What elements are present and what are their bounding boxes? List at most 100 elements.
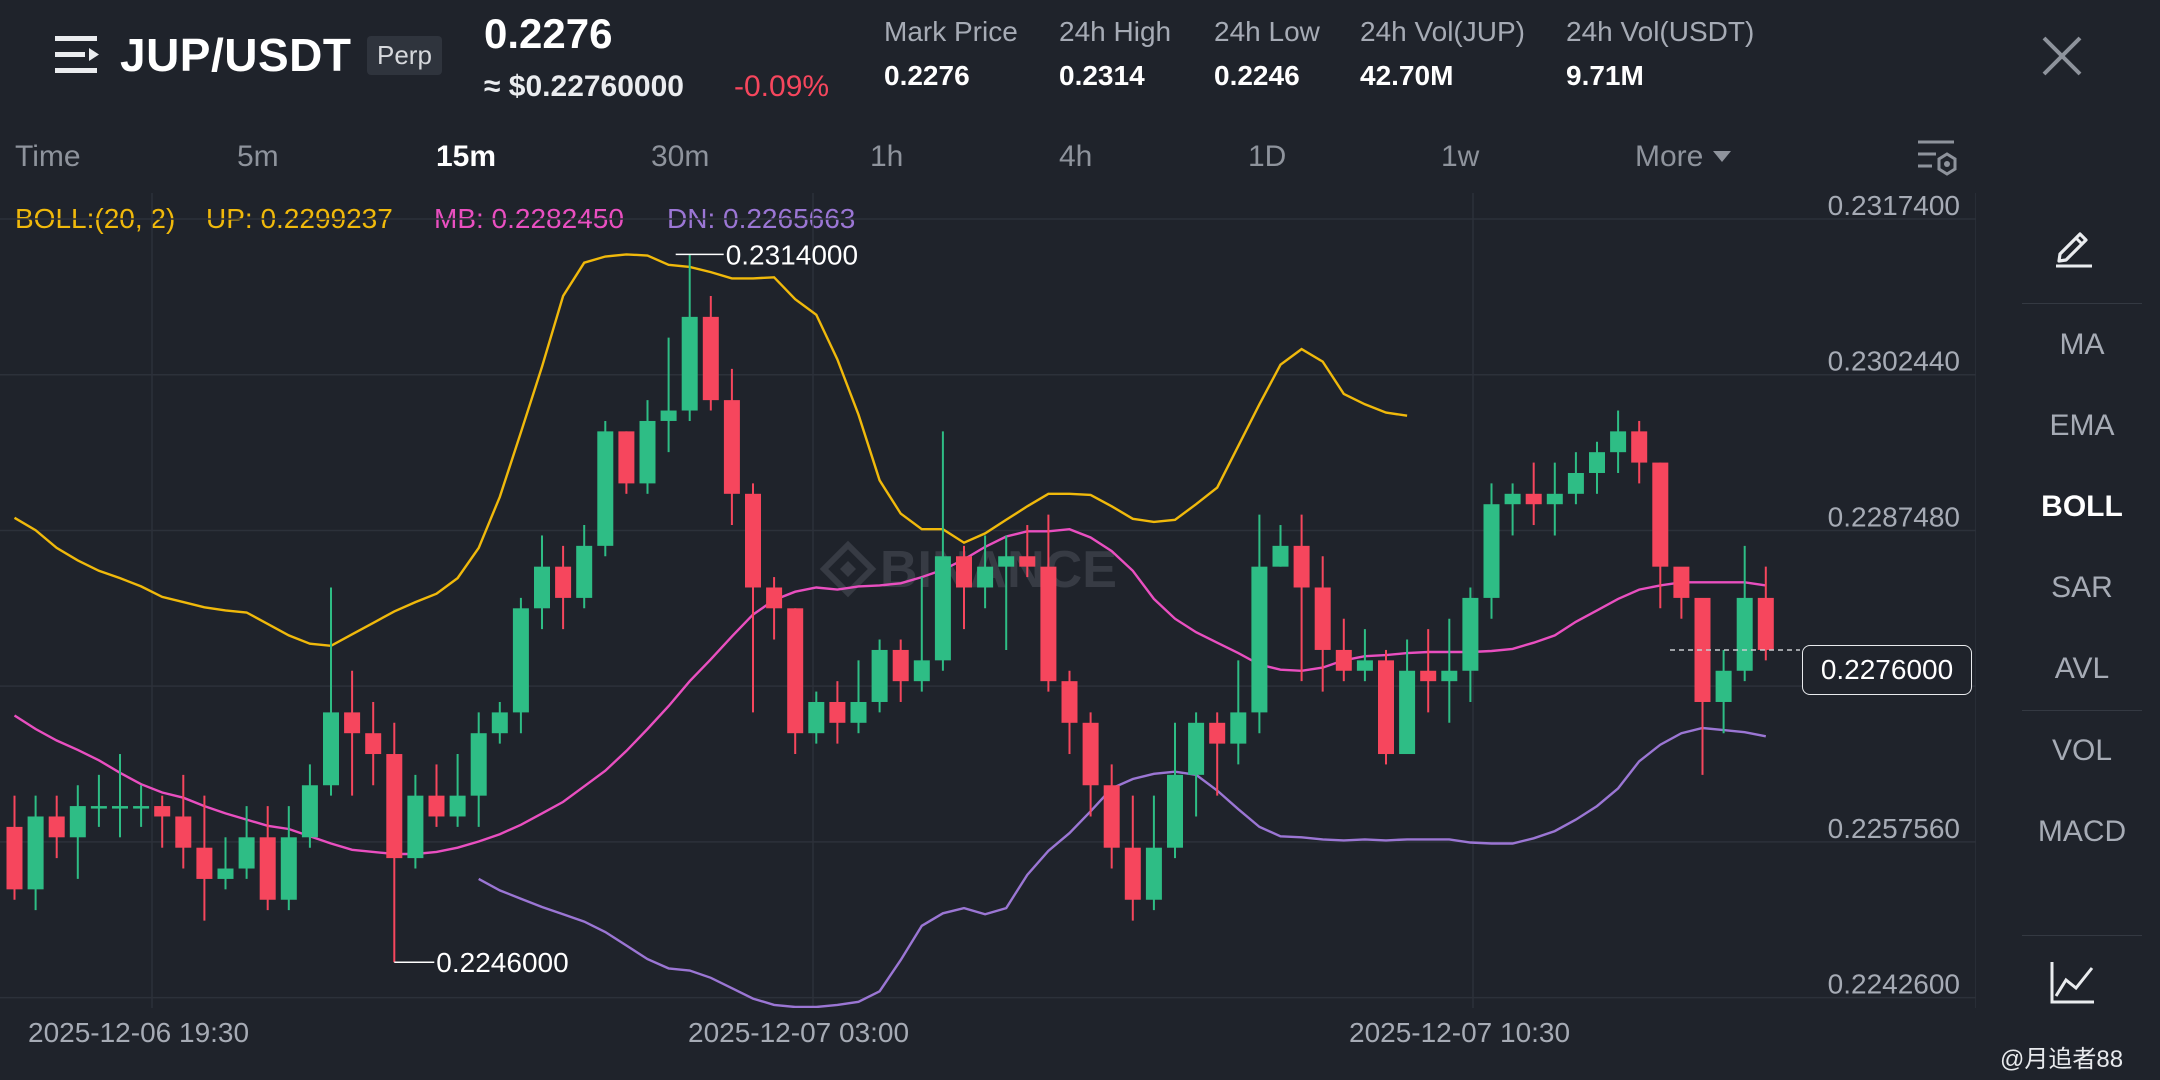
candle-body — [934, 556, 951, 661]
candle-body — [1378, 660, 1394, 755]
tab-1h[interactable]: 1h — [870, 140, 904, 173]
y-tick-label: 0.2302440 — [1828, 346, 1960, 377]
binance-watermark-text: BINANCE — [880, 541, 1117, 599]
candle-body — [913, 660, 930, 682]
candle-body — [1673, 566, 1690, 598]
candle-body — [386, 754, 403, 859]
indicator-ma[interactable]: MA — [2059, 328, 2105, 361]
candle-body — [217, 868, 234, 879]
vol-jup-value: 42.70M — [1360, 60, 1454, 91]
candle-body — [871, 649, 888, 702]
candle-body — [407, 795, 424, 859]
candle-body — [1736, 597, 1753, 671]
candle-body — [1504, 493, 1521, 505]
candle-body — [1293, 545, 1310, 588]
candle-body — [1356, 660, 1373, 671]
candle-body — [1167, 774, 1183, 848]
candle-body — [1631, 431, 1648, 463]
candle-body — [576, 545, 593, 598]
candle-body — [702, 316, 719, 401]
candle-body — [660, 410, 677, 421]
candle-body — [1399, 670, 1416, 755]
candle-body — [892, 649, 909, 682]
candle-body — [154, 806, 171, 817]
candle-body — [196, 847, 213, 879]
tab-1d[interactable]: 1D — [1248, 140, 1287, 173]
tab-more-label: More — [1635, 140, 1704, 173]
candle-body — [1441, 670, 1458, 682]
candle-body — [1040, 566, 1057, 682]
x-tick-1: 2025-12-06 19:30 — [28, 1017, 250, 1048]
candle-body — [745, 493, 761, 588]
y-tick-label: 0.2242600 — [1828, 969, 1960, 1000]
high-24h-value: 0.2314 — [1059, 60, 1145, 91]
indicator-macd[interactable]: MACD — [2037, 815, 2127, 848]
vol-usdt-label: 24h Vol(USDT) — [1566, 16, 1755, 47]
candle-body — [1694, 597, 1711, 702]
candle-body — [365, 733, 382, 755]
candle-body — [90, 806, 107, 809]
tab-more[interactable]: More — [1635, 140, 1732, 174]
candle-body — [449, 795, 466, 817]
indicator-ema[interactable]: EMA — [2049, 409, 2115, 442]
y-axis-labels: 0.23174000.23024400.22874800.22725200.22… — [1828, 193, 1960, 1000]
candle-body — [1546, 493, 1563, 505]
indicator-avl[interactable]: AVL — [2054, 652, 2110, 685]
pencil-icon[interactable] — [2052, 224, 2096, 268]
menu-icon[interactable] — [55, 34, 101, 76]
x-tick-2: 2025-12-07 03:00 — [688, 1017, 910, 1048]
toolbar-divider — [2022, 710, 2142, 711]
candle-body — [1420, 670, 1437, 682]
indicator-vol[interactable]: VOL — [2051, 734, 2113, 767]
candle-body — [175, 816, 192, 848]
tab-30m[interactable]: 30m — [651, 140, 710, 173]
chart-settings-icon[interactable] — [1916, 138, 1958, 180]
tab-5m[interactable]: 5m — [237, 140, 279, 173]
candle-body — [1715, 670, 1732, 702]
tab-15m[interactable]: 15m — [436, 140, 497, 173]
tab-1w[interactable]: 1w — [1441, 140, 1480, 173]
boll-bands — [13, 253, 1767, 1008]
candle-body — [1314, 587, 1331, 650]
binance-watermark-logo: BINANCE — [819, 540, 1117, 599]
candle-body — [1589, 452, 1605, 473]
candle-body — [280, 837, 297, 900]
candle-body — [956, 556, 972, 588]
candle-body — [681, 316, 698, 411]
candle-body — [1757, 597, 1774, 650]
tab-4h[interactable]: 4h — [1059, 140, 1093, 173]
candles — [6, 254, 1774, 963]
boll-dn-line — [478, 726, 1767, 1008]
chart-grid — [0, 193, 1976, 1008]
line-chart-icon[interactable] — [2048, 958, 2096, 1006]
candle-body — [850, 701, 867, 723]
candle-body — [1082, 722, 1099, 786]
candle-body — [1103, 785, 1120, 848]
candle-body — [27, 816, 44, 890]
tab-time[interactable]: Time — [15, 140, 81, 173]
candle-body — [470, 733, 487, 796]
candle-body — [69, 806, 86, 838]
candle-body — [1610, 431, 1627, 453]
candle-body — [491, 712, 508, 734]
indicator-boll[interactable]: BOLL — [2041, 490, 2123, 523]
candle-body — [1188, 722, 1205, 775]
candle-body — [534, 566, 550, 609]
candle-body — [259, 837, 276, 900]
low-price-label: 0.2246000 — [436, 947, 568, 978]
candle-body — [301, 785, 318, 838]
candle-body — [555, 566, 572, 598]
candle-body — [1251, 566, 1268, 713]
candle-body — [133, 806, 150, 809]
last-price-usd: ≈ $0.22760000 — [484, 70, 684, 103]
high-price-label: 0.2314000 — [726, 239, 858, 270]
candle-body — [829, 701, 846, 723]
trading-pair[interactable]: JUP/USDT — [120, 29, 352, 81]
indicator-sar[interactable]: SAR — [2051, 571, 2113, 604]
candle-body — [1124, 847, 1141, 900]
close-icon[interactable] — [2040, 34, 2084, 78]
candlestick-chart[interactable]: BINANCE 0.2317400 0.2302440 0.2287480 0.227… — [0, 193, 1976, 1008]
vol-usdt-value: 9.71M — [1566, 60, 1644, 91]
current-price-tag: 0.2276000 — [1802, 645, 1972, 695]
low-24h-label: 24h Low — [1214, 16, 1320, 47]
